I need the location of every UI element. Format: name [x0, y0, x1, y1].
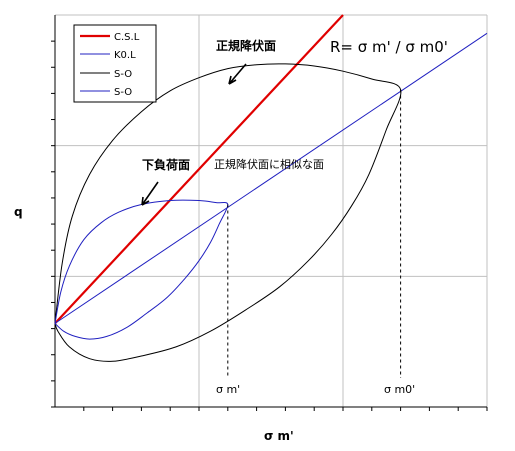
- legend-label-so-large: S-O: [114, 69, 132, 80]
- sm-point-label: σ m': [216, 383, 240, 396]
- y-axis-label: q: [14, 205, 23, 219]
- series-line-csl: [54, 14, 344, 325]
- legend-label-csl: C.S.L: [114, 32, 140, 43]
- arrow-loading-surface: [141, 181, 159, 206]
- sm0-point-label: σ m0': [384, 383, 415, 396]
- arrow-yield-surface: [228, 63, 247, 85]
- series-line-k0l: [54, 32, 488, 324]
- series-line-so_small: [54, 199, 229, 340]
- ratio-formula: R= σ m' / σ m0': [330, 38, 448, 56]
- legend-box: [73, 24, 157, 103]
- similar-surface-label: 正規降伏面に相似な面: [214, 157, 324, 171]
- series-line-so_large: [54, 63, 402, 362]
- legend-label-so-small: S-O: [114, 87, 132, 98]
- series-group: [54, 14, 488, 362]
- yield-surface-label: 正規降伏面: [216, 38, 276, 53]
- legend: C.S.L K0.L S-O S-O: [73, 24, 157, 103]
- loading-surface-label: 下負荷面: [142, 157, 190, 172]
- legend-label-k0l: K0.L: [114, 50, 136, 61]
- axis-ticks: [51, 40, 488, 411]
- x-axis-label: σ m': [264, 429, 294, 443]
- grid: [55, 14, 488, 407]
